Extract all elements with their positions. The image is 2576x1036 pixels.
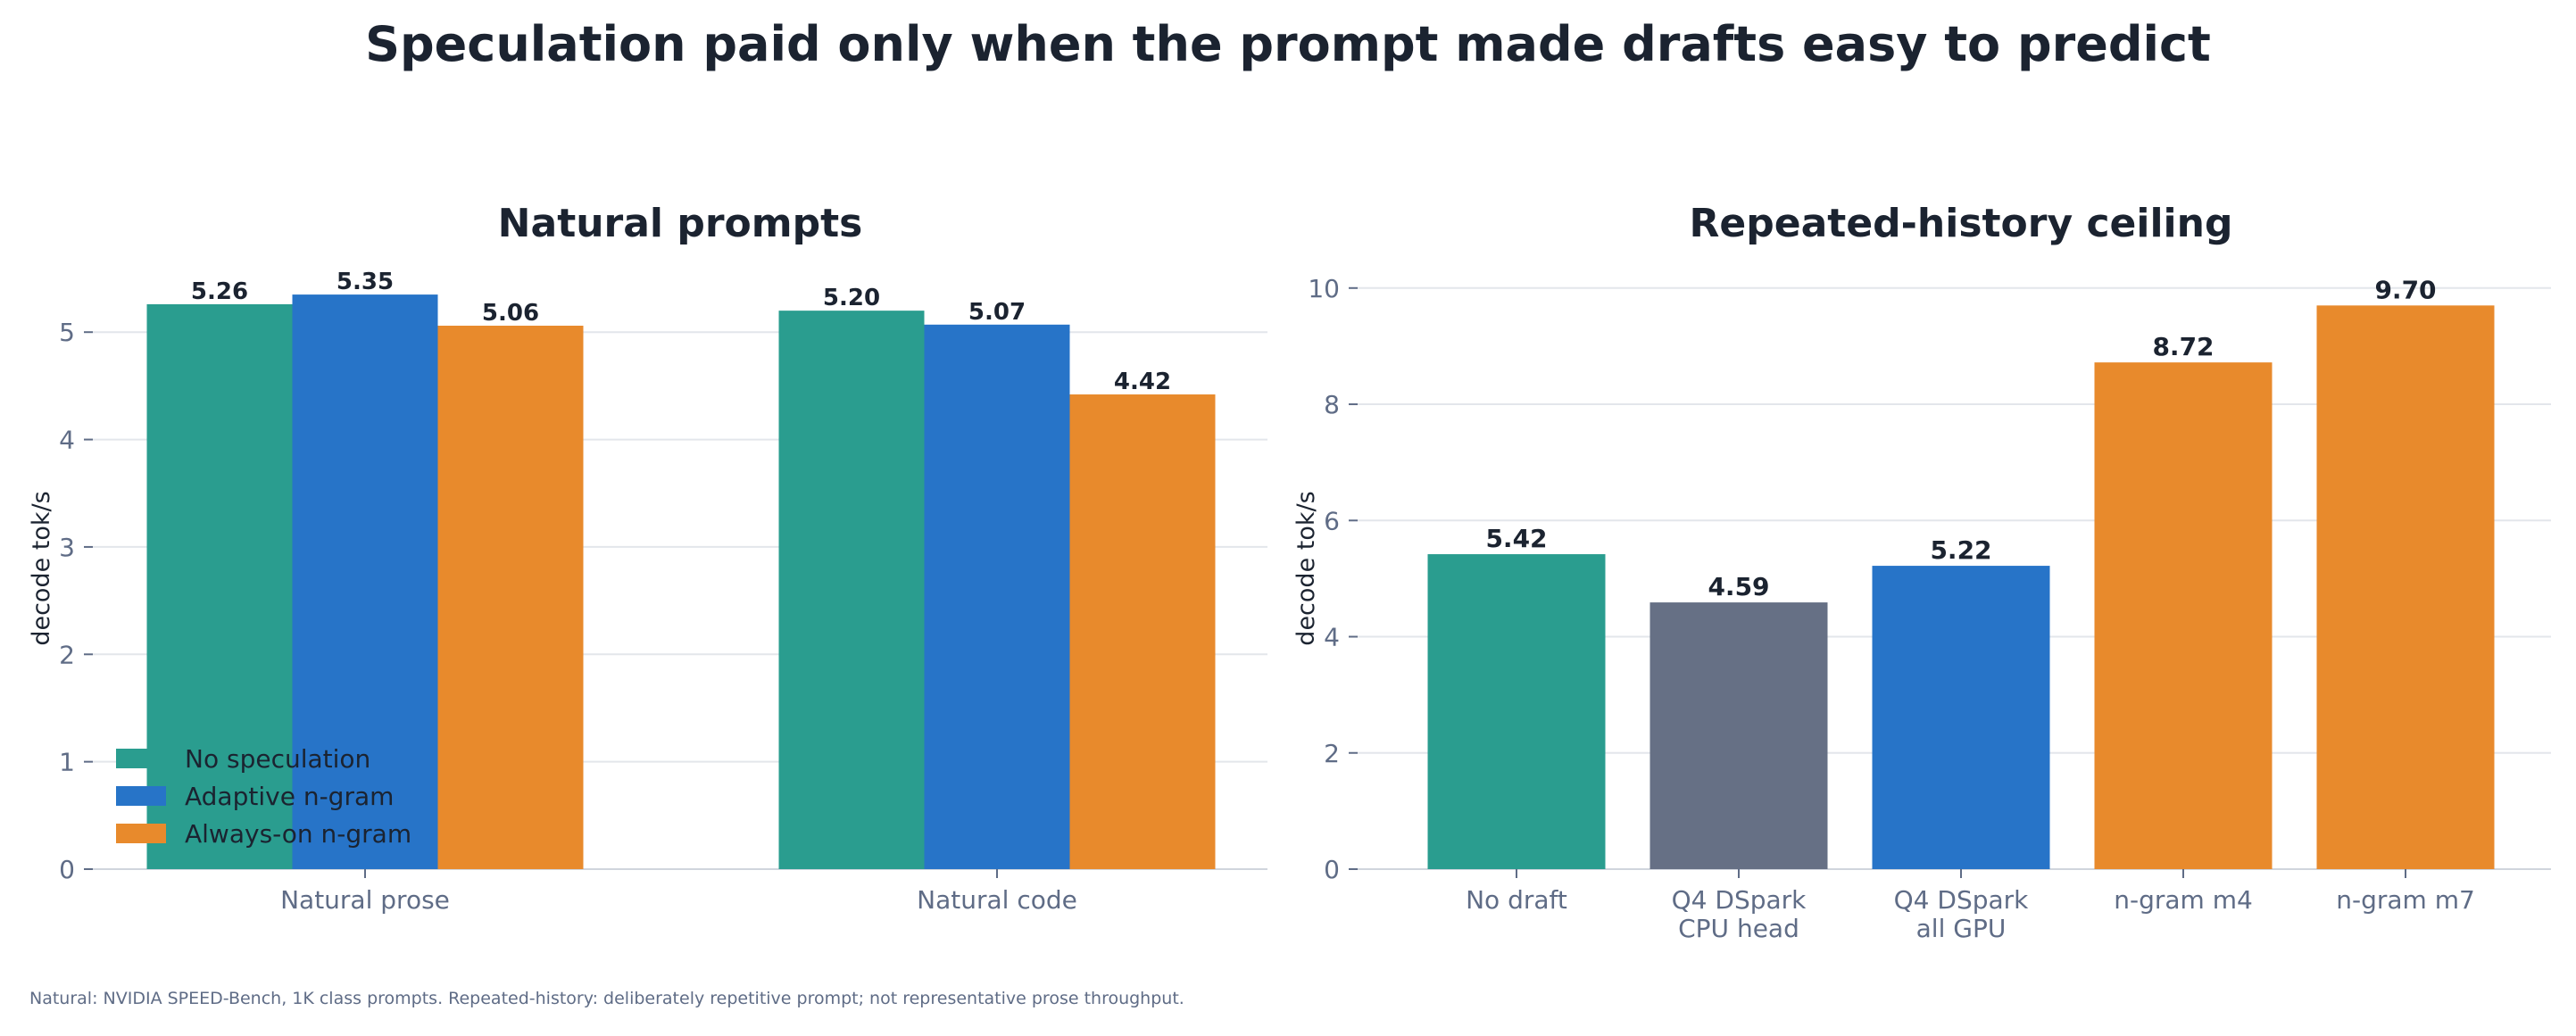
right-x-tick-label: CPU head (1678, 914, 1799, 943)
right-x-tick-label: n-gram m7 (2336, 885, 2475, 915)
left-y-tick-label: 3 (59, 533, 75, 562)
legend-label: Always-on n-gram (185, 819, 411, 849)
left-bar-value-label: 5.26 (191, 278, 248, 305)
right-y-axis-label: decode tok/s (1292, 491, 1320, 645)
right-y-tick-label: 8 (1324, 390, 1340, 419)
right-y-tick-label: 4 (1324, 623, 1340, 652)
right-x-tick-label: Q4 DSpark (1894, 885, 2030, 915)
right-bar (2316, 305, 2495, 869)
left-bar-value-label: 4.42 (1114, 369, 1171, 395)
left-bar (924, 324, 1070, 869)
right-bar (2094, 362, 2273, 869)
right-bar-value-label: 9.70 (2374, 275, 2436, 304)
right-bar (1427, 554, 1606, 869)
left-y-tick-label: 2 (59, 640, 75, 669)
left-bar (778, 311, 925, 870)
left-panel-title: Natural prompts (498, 201, 863, 246)
figure-title: Speculation paid only when the prompt ma… (365, 16, 2211, 72)
footnote: Natural: NVIDIA SPEED-Bench, 1K class pr… (29, 989, 1184, 1008)
left-y-tick-label: 5 (59, 318, 75, 347)
right-bar-value-label: 4.59 (1708, 572, 1769, 601)
right-x-tick-label: all GPU (1916, 914, 2007, 943)
right-bar-value-label: 8.72 (2152, 332, 2214, 361)
right-y-tick-label: 6 (1324, 506, 1340, 535)
left-bar (1069, 394, 1216, 869)
left-y-tick-label: 0 (59, 855, 75, 884)
right-x-tick-label: Q4 DSpark (1672, 885, 1807, 915)
left-bar (437, 325, 584, 869)
left-bar-value-label: 5.35 (337, 269, 394, 295)
legend-label: Adaptive n-gram (185, 782, 394, 811)
right-x-tick-label: No draft (1466, 885, 1567, 915)
right-y-tick-label: 2 (1324, 739, 1340, 768)
right-bar (1872, 566, 2050, 869)
left-bar-value-label: 5.06 (482, 300, 539, 327)
right-bar-value-label: 5.42 (1485, 524, 1547, 553)
right-y-tick-label: 0 (1324, 855, 1340, 884)
left-y-axis-label: decode tok/s (28, 491, 55, 645)
left-y-tick-label: 4 (59, 426, 75, 455)
legend-swatch (116, 749, 166, 768)
left-bar (292, 294, 438, 869)
right-y-tick-label: 10 (1308, 274, 1340, 303)
left-bar-value-label: 5.07 (968, 299, 1026, 326)
right-bar-value-label: 5.22 (1930, 535, 1991, 565)
legend-swatch (116, 824, 166, 843)
left-x-tick-label: Natural code (917, 885, 1077, 915)
legend-label: No speculation (185, 744, 370, 774)
legend-swatch (116, 786, 166, 806)
right-x-tick-label: n-gram m4 (2114, 885, 2253, 915)
left-bar-value-label: 5.20 (823, 285, 880, 311)
left-y-tick-label: 1 (59, 748, 75, 777)
right-panel-title: Repeated-history ceiling (1690, 201, 2233, 246)
left-bar (146, 303, 293, 870)
left-x-tick-label: Natural prose (280, 885, 450, 915)
right-bar (1649, 602, 1828, 869)
